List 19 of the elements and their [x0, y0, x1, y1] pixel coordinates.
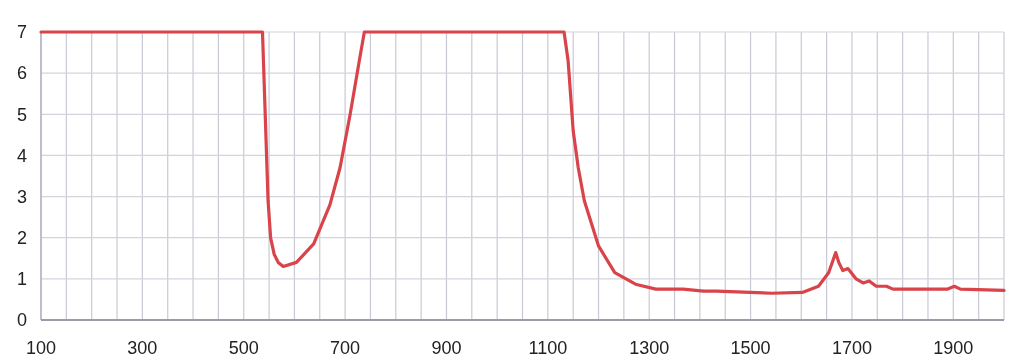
y-tick-label: 4 — [16, 145, 27, 166]
y-tick-label: 7 — [16, 22, 27, 43]
line-series — [39, 30, 1006, 295]
x-tick-label: 900 — [431, 338, 462, 358]
y-tick-label: 0 — [16, 310, 27, 331]
x-tick-label: 500 — [228, 338, 259, 358]
y-tick-label: 6 — [16, 63, 27, 84]
x-tick-label: 300 — [127, 338, 158, 358]
x-tick-label: 1900 — [933, 338, 974, 358]
x-tick-label: 1500 — [730, 338, 771, 358]
y-tick-label: 3 — [16, 186, 27, 207]
x-tick-label: 700 — [330, 338, 361, 358]
y-tick-label: 2 — [16, 228, 27, 249]
x-tick-label: 1300 — [629, 338, 670, 358]
y-tick-label: 1 — [16, 269, 27, 290]
x-tick-label: 1100 — [528, 338, 568, 358]
y-tick-label: 5 — [16, 104, 27, 125]
x-tick-label: 100 — [25, 338, 57, 358]
x-tick-label: 1700 — [831, 338, 872, 358]
